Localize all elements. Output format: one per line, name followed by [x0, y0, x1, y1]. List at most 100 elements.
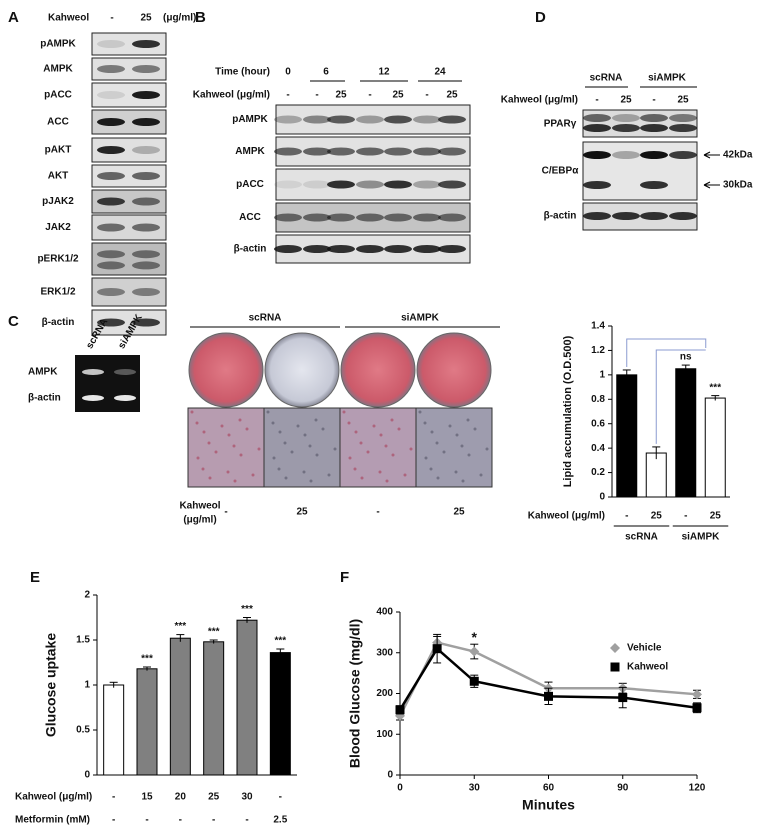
stain-dot — [353, 467, 357, 471]
row-value: - — [212, 815, 215, 826]
blot-band — [132, 261, 160, 270]
bar — [616, 374, 638, 498]
row-label: pAKT — [45, 145, 72, 156]
culture-plate — [264, 332, 340, 408]
stain-dot — [479, 473, 483, 477]
stain-dot — [284, 476, 288, 480]
stain-dot — [347, 421, 351, 425]
stain-dot — [232, 444, 236, 448]
blot-band — [327, 245, 355, 253]
y-tick-label: 1.4 — [591, 321, 605, 332]
blot-band — [356, 180, 384, 189]
significance-label: *** — [241, 604, 253, 615]
stain-dot — [245, 427, 249, 431]
x-category-label: Kahweol (μg/ml) — [528, 511, 605, 522]
blot-band — [132, 40, 160, 48]
stain-dot — [442, 450, 446, 454]
data-point — [618, 693, 628, 703]
stain-dot — [208, 476, 212, 480]
stain-dot — [403, 473, 407, 477]
treatment-label: Kahweol — [179, 501, 220, 512]
treatment-value: - — [376, 507, 379, 518]
y-tick-label: 0.4 — [591, 443, 605, 454]
blot-band — [356, 115, 384, 124]
panel-label: C — [8, 313, 19, 330]
time-label: Time (hour) — [215, 67, 270, 78]
blot-band — [97, 146, 125, 154]
y-axis-label: Lipid accumulation (O.D.500) — [562, 335, 574, 487]
stain-dot — [448, 424, 452, 428]
y-tick-label: 300 — [376, 647, 393, 658]
row-label: AMPK — [43, 64, 73, 75]
comparison-bracket — [655, 349, 706, 444]
stain-dot — [385, 479, 389, 483]
blot-band — [669, 124, 697, 132]
bar — [675, 368, 697, 498]
column-header: (μg/ml) — [163, 13, 196, 24]
stain-dot — [485, 447, 489, 451]
stain-dot — [308, 444, 312, 448]
stain-dot — [424, 456, 428, 460]
stain-dot — [314, 418, 318, 422]
gel-row-label: β-actin — [28, 393, 61, 404]
y-tick-label: 0.5 — [76, 725, 90, 736]
stain-dot — [333, 447, 337, 451]
time-value: 6 — [323, 67, 329, 78]
stain-dot — [233, 479, 237, 483]
stain-dot — [473, 427, 477, 431]
x-tick-label: 30 — [469, 783, 481, 794]
bar — [269, 652, 291, 776]
panel-label: A — [8, 9, 19, 26]
gel-band — [114, 395, 136, 401]
stain-dot — [360, 476, 364, 480]
blot-band — [327, 115, 355, 124]
row-label: ACC — [239, 212, 261, 223]
blot-band — [612, 114, 640, 122]
gel-row-label: AMPK — [28, 367, 58, 378]
y-tick-label: 0 — [599, 492, 605, 503]
stain-dot — [309, 479, 313, 483]
blot-band — [132, 318, 160, 327]
treatment-value: 25 — [620, 95, 632, 106]
blot-band — [97, 65, 125, 73]
blot-band — [132, 223, 160, 232]
row-value: - — [245, 815, 248, 826]
x-tick-label: - — [625, 511, 628, 522]
blot-band — [612, 212, 640, 220]
blot-strip — [91, 164, 167, 188]
y-tick-label: 200 — [376, 688, 393, 699]
panel-label: D — [535, 9, 546, 26]
bar — [645, 452, 667, 498]
blot-band — [438, 115, 466, 124]
y-tick-label: 1.5 — [76, 635, 90, 646]
x-tick-label: 25 — [208, 792, 220, 803]
legend-label: Kahweol — [627, 662, 668, 673]
stain-dot — [342, 410, 346, 414]
stain-dot — [455, 433, 459, 437]
blot-band — [413, 245, 441, 253]
row-label: ACC — [47, 117, 69, 128]
panel-label: F — [340, 569, 349, 586]
stain-dot — [302, 470, 306, 474]
blot-band — [274, 180, 302, 189]
row-label: AKT — [48, 171, 69, 182]
column-header: 25 — [140, 13, 152, 24]
data-point — [395, 705, 405, 715]
blot-band — [583, 181, 611, 189]
series-line — [398, 641, 698, 717]
x-tick-label: - — [279, 792, 282, 803]
x-tick-label: 25 — [710, 511, 722, 522]
gel-band — [114, 369, 136, 375]
column-header: Kahweol — [48, 13, 89, 24]
stain-dot — [454, 470, 458, 474]
treatment-value: - — [595, 95, 598, 106]
stain-dot — [429, 467, 433, 471]
blot-band — [669, 114, 697, 122]
x-tick-label: 30 — [241, 792, 253, 803]
x-tick-label: 90 — [617, 783, 629, 794]
stain-dot — [378, 470, 382, 474]
stain-dot — [190, 410, 194, 414]
row-label: AMPK — [235, 146, 265, 157]
treatment-value: 25 — [446, 90, 458, 101]
stain-dot — [390, 418, 394, 422]
